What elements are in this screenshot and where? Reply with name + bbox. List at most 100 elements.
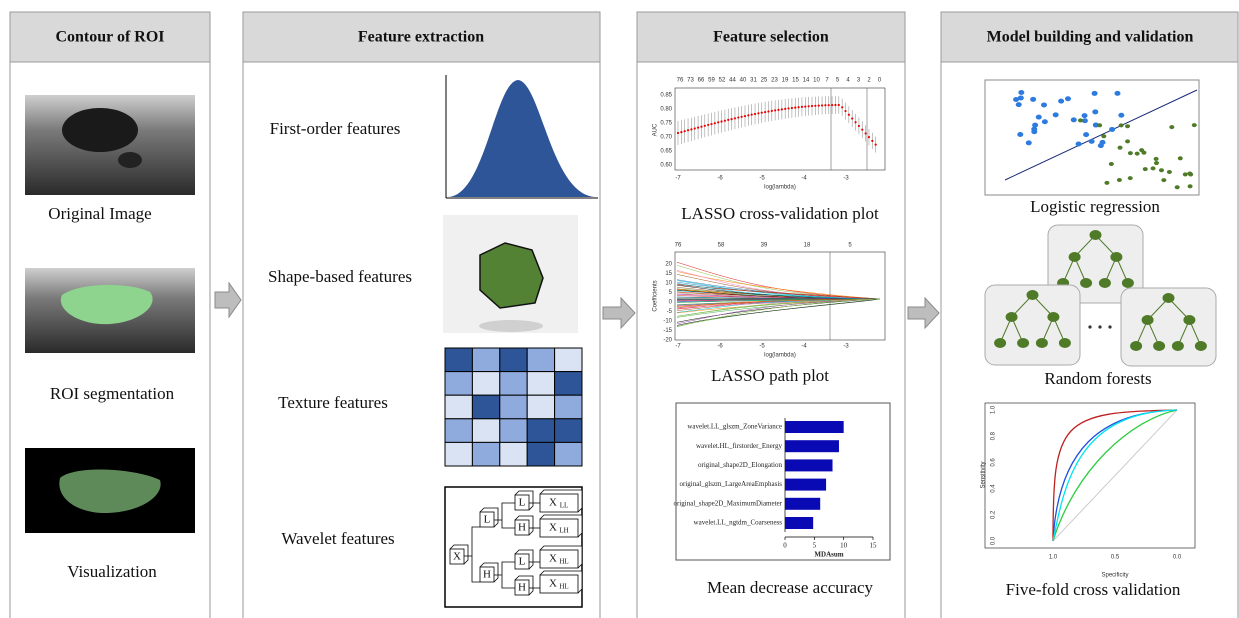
dot (1178, 156, 1183, 160)
wavelet-label: X (549, 497, 557, 509)
plot-frame (675, 88, 885, 170)
dot (1118, 113, 1124, 118)
cv-point (677, 132, 679, 134)
y-tick-label: 0.60 (660, 163, 672, 169)
y-axis-label: AUC (653, 123, 659, 136)
feature-label: original_shape2D_MaximumDiameter (674, 499, 783, 507)
cv-point (784, 108, 786, 110)
cv-point (787, 107, 789, 109)
texture-cell (445, 442, 472, 466)
y-tick-label: 20 (665, 262, 672, 268)
x-tick-label: -6 (717, 344, 723, 350)
cv-point (865, 132, 867, 134)
y-tick-label: 0.0 (991, 536, 997, 545)
texture-cell (527, 348, 554, 372)
y-tick-label: 1.0 (991, 405, 997, 414)
tree-node (1059, 338, 1071, 348)
cv-point (781, 108, 783, 110)
y-tick-label: -20 (663, 338, 672, 344)
dot (1161, 178, 1166, 182)
cv-point (687, 129, 689, 131)
y-tick-label: -5 (667, 309, 673, 315)
cv-point (851, 117, 853, 119)
cv-point (720, 120, 722, 122)
caption: First-order features (270, 119, 401, 138)
wavelet-label: H (518, 582, 526, 594)
y-tick-label: 15 (665, 271, 672, 277)
top-tick-label: 66 (698, 78, 705, 84)
cv-point (764, 111, 766, 113)
wavelet-label: H (518, 522, 526, 534)
cv-point (828, 104, 830, 106)
wavelet-tree: XLHLHLHXLLXLHXHLXHL (445, 487, 582, 607)
dot (1097, 123, 1102, 127)
y-tick-label: 0.75 (660, 121, 672, 127)
top-tick-label: 18 (804, 243, 811, 249)
dot (1032, 123, 1038, 128)
dot (1016, 102, 1022, 107)
cv-point (767, 110, 769, 112)
tree-node (1006, 312, 1018, 322)
feature-label: original_glszm_LargeAreaEmphasis (679, 480, 782, 488)
y-axis-label: Sensitivity (981, 461, 987, 488)
top-tick-label: 2 (867, 78, 871, 84)
workflow-diagram: Contour of ROI Feature extraction Featur… (0, 0, 1239, 618)
caption: Texture features (278, 393, 388, 412)
x-tick-label: 0 (783, 542, 787, 550)
texture-cell (445, 395, 472, 419)
dot (1101, 134, 1106, 138)
y-axis-label: Coefficients (653, 280, 659, 311)
tree-node (1017, 338, 1029, 348)
caption: Wavelet features (281, 529, 394, 548)
x-tick-label: 10 (840, 542, 848, 550)
dot (1030, 97, 1036, 102)
dot (1143, 167, 1148, 171)
tree-node (1153, 341, 1165, 351)
wavelet-label: X (549, 553, 557, 565)
y-tick-label: 0.6 (991, 458, 997, 467)
dot (1188, 184, 1193, 188)
cv-point (751, 114, 753, 116)
caption: LASSO path plot (711, 366, 829, 385)
top-tick-label: 76 (677, 78, 684, 84)
bar (785, 421, 844, 433)
tree-node (1069, 252, 1081, 262)
top-tick-label: 76 (675, 243, 682, 249)
caption: Five-fold cross validation (1006, 580, 1181, 599)
dot (1109, 127, 1115, 132)
cv-point (710, 123, 712, 125)
texture-cell (555, 419, 582, 443)
caption: ROI segmentation (50, 384, 175, 403)
x-tick-label: -6 (717, 176, 723, 182)
x-tick-label: 0.5 (1111, 555, 1120, 561)
texture-cell (472, 372, 499, 396)
cv-point (737, 116, 739, 118)
x-axis-label: log(lambda) (764, 353, 796, 359)
y-tick-label: -10 (663, 319, 672, 325)
texture-cell (445, 348, 472, 372)
random-forest (985, 225, 1216, 366)
texture-cell (472, 395, 499, 419)
x-tick-label: 15 (870, 542, 878, 550)
roc-plot: 1.00.80.60.40.20.01.00.50.0SpecificitySe… (981, 403, 1195, 579)
x-tick-label: -4 (801, 176, 807, 182)
cv-point (848, 114, 850, 116)
wavelet-label: LH (559, 527, 568, 535)
caption: LASSO cross-validation plot (681, 204, 879, 223)
x-tick-label: 0.0 (1173, 555, 1182, 561)
cv-point (724, 120, 726, 122)
mda-plot: wavelet.LL_glszm_ZoneVariancewavelet.HL_… (674, 403, 890, 560)
top-tick-label: 23 (771, 78, 778, 84)
cv-point (690, 128, 692, 130)
dot (1183, 172, 1188, 176)
y-tick-label: 0.8 (991, 431, 997, 440)
y-tick-label: 10 (665, 281, 672, 287)
cv-point (841, 106, 843, 108)
x-axis-label: MDAsum (814, 551, 843, 559)
y-tick-label: -15 (663, 328, 672, 334)
ellipsis-dot (1088, 325, 1091, 328)
tree-node (1099, 278, 1111, 288)
texture-cell (527, 442, 554, 466)
tree-node (1142, 315, 1154, 325)
